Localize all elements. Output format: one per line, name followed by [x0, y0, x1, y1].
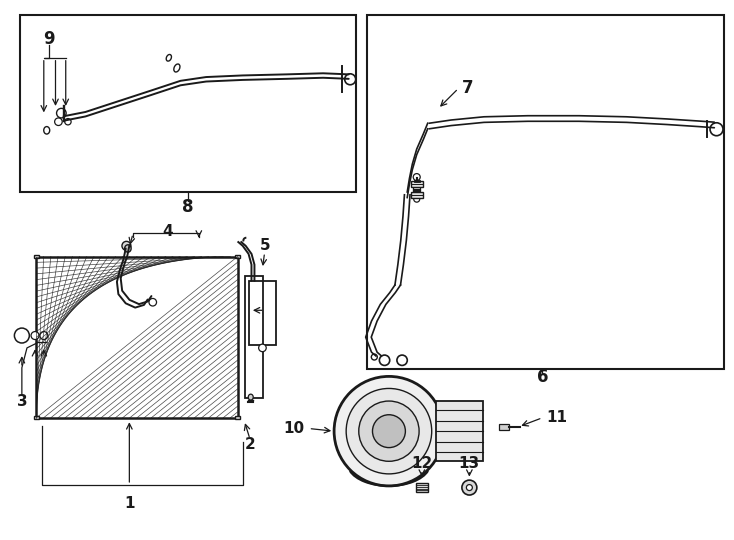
Circle shape: [122, 241, 131, 251]
Circle shape: [258, 344, 266, 352]
Circle shape: [149, 299, 156, 306]
Text: 8: 8: [182, 198, 194, 215]
Ellipse shape: [248, 394, 253, 400]
Bar: [245, 276, 264, 399]
Bar: [37, 256, 238, 418]
Bar: [235, 416, 240, 420]
Bar: [34, 416, 39, 420]
Circle shape: [57, 109, 66, 118]
Bar: [411, 192, 423, 198]
Circle shape: [346, 388, 432, 474]
Text: 9: 9: [43, 30, 55, 48]
Text: 5: 5: [259, 238, 270, 253]
Text: 3: 3: [17, 394, 27, 409]
Circle shape: [359, 401, 419, 461]
Text: 13: 13: [459, 456, 480, 471]
Text: 1: 1: [124, 496, 134, 511]
Text: 6: 6: [537, 368, 548, 387]
Circle shape: [31, 332, 39, 340]
Circle shape: [371, 354, 377, 360]
Circle shape: [15, 328, 29, 343]
Circle shape: [379, 355, 390, 366]
Bar: [416, 483, 428, 492]
Circle shape: [466, 484, 473, 490]
Circle shape: [334, 376, 444, 486]
Bar: [410, 181, 423, 187]
Circle shape: [372, 415, 405, 448]
Bar: [413, 187, 420, 191]
Text: 11: 11: [546, 410, 567, 425]
Circle shape: [345, 74, 356, 85]
Bar: [34, 255, 39, 258]
Text: 7: 7: [462, 79, 473, 97]
Bar: [435, 401, 483, 461]
Bar: [20, 15, 356, 192]
Circle shape: [397, 355, 407, 366]
Text: 4: 4: [163, 224, 173, 239]
Circle shape: [54, 118, 62, 125]
Bar: [367, 15, 724, 369]
Text: 12: 12: [411, 456, 432, 471]
Circle shape: [413, 173, 420, 180]
Bar: [235, 255, 240, 258]
Bar: [249, 281, 276, 345]
Circle shape: [65, 119, 71, 125]
Circle shape: [414, 196, 420, 202]
Circle shape: [462, 480, 477, 495]
Text: 10: 10: [284, 421, 305, 436]
Ellipse shape: [125, 245, 131, 252]
Bar: [498, 424, 509, 430]
Circle shape: [710, 123, 723, 136]
Text: 2: 2: [244, 437, 255, 452]
Circle shape: [40, 332, 48, 340]
